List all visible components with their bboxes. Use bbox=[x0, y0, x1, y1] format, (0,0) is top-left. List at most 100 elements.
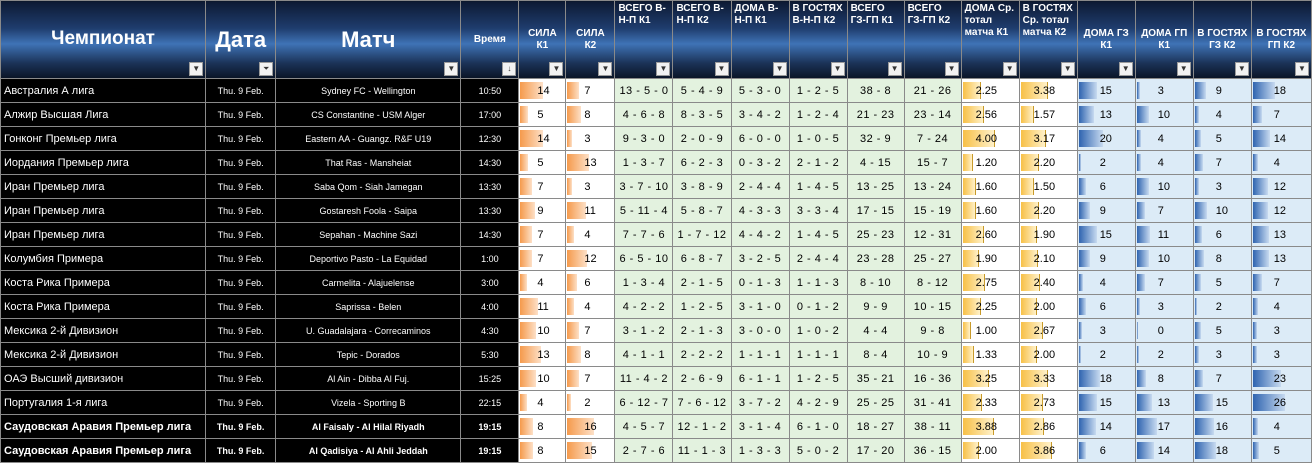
home-avg-total-k1-cell[interactable]: 1.00 bbox=[960, 318, 1020, 343]
header-away-vnp-k2[interactable]: В ГОСТЯХ В-Н-П К2 ▼ bbox=[788, 0, 848, 79]
time-cell[interactable]: 15:25 bbox=[460, 366, 520, 391]
table-row[interactable]: Гонконг Премьер лига Thu. 9 Feb. Eastern A… bbox=[0, 126, 1312, 151]
home-gp-k1-cell[interactable]: 4 bbox=[1134, 126, 1194, 151]
home-gp-k1-cell[interactable]: 10 bbox=[1134, 102, 1194, 127]
header-away-gp-k2[interactable]: В ГОСТЯХ ГП К2 ▼ bbox=[1250, 0, 1312, 79]
sila-k2-cell[interactable]: 13 bbox=[565, 150, 616, 175]
away-gp-k2-cell[interactable]: 7 bbox=[1250, 102, 1312, 127]
away-gz-k2-cell[interactable]: 4 bbox=[1192, 102, 1252, 127]
sila-k1-cell[interactable]: 10 bbox=[518, 366, 567, 391]
home-avg-total-k1-cell[interactable]: 2.25 bbox=[960, 78, 1020, 103]
total-gzgp-k2-cell[interactable]: 10 - 9 bbox=[903, 342, 962, 367]
total-vnp-k1-cell[interactable]: 5 - 11 - 4 bbox=[614, 198, 674, 223]
date-cell[interactable]: Thu. 9 Feb. bbox=[205, 414, 277, 439]
header-total-vnp-k2[interactable]: ВСЕГО В-Н-П К2 ▼ bbox=[672, 0, 732, 79]
sila-k2-cell[interactable]: 12 bbox=[565, 246, 616, 271]
match-cell[interactable]: Al Qadisiya - Al Ahli Jeddah bbox=[275, 438, 462, 463]
sila-k1-cell[interactable]: 9 bbox=[518, 198, 567, 223]
away-avg-total-k2-cell[interactable]: 2.40 bbox=[1018, 270, 1078, 295]
away-avg-total-k2-cell[interactable]: 2.20 bbox=[1018, 150, 1078, 175]
match-cell[interactable]: That Ras - Mansheiat bbox=[275, 150, 462, 175]
date-cell[interactable]: Thu. 9 Feb. bbox=[205, 390, 277, 415]
home-avg-total-k1-cell[interactable]: 1.60 bbox=[960, 198, 1020, 223]
home-avg-total-k1-cell[interactable]: 2.25 bbox=[960, 294, 1020, 319]
date-cell[interactable]: Thu. 9 Feb. bbox=[205, 318, 277, 343]
dropdown-arrow-icon[interactable]: ▼ bbox=[1118, 62, 1133, 76]
table-row[interactable]: ОАЭ Высший дивизион Thu. 9 Feb. Al Ain - D… bbox=[0, 366, 1312, 391]
home-vnp-k1-cell[interactable]: 1 - 1 - 1 bbox=[730, 342, 790, 367]
championship-cell[interactable]: Португалия 1-я лига bbox=[0, 390, 207, 415]
total-gzgp-k1-cell[interactable]: 25 - 25 bbox=[846, 390, 905, 415]
away-gp-k2-cell[interactable]: 3 bbox=[1250, 342, 1312, 367]
home-gp-k1-cell[interactable]: 11 bbox=[1134, 222, 1194, 247]
home-gp-k1-cell[interactable]: 10 bbox=[1134, 246, 1194, 271]
sila-k2-cell[interactable]: 6 bbox=[565, 270, 616, 295]
home-vnp-k1-cell[interactable]: 0 - 1 - 3 bbox=[730, 270, 790, 295]
total-gzgp-k2-cell[interactable]: 36 - 15 bbox=[903, 438, 962, 463]
date-cell[interactable]: Thu. 9 Feb. bbox=[205, 102, 277, 127]
home-vnp-k1-cell[interactable]: 3 - 1 - 0 bbox=[730, 294, 790, 319]
championship-cell[interactable]: Саудовская Аравия Премьер лига bbox=[0, 414, 207, 439]
home-vnp-k1-cell[interactable]: 0 - 3 - 2 bbox=[730, 150, 790, 175]
home-avg-total-k1-cell[interactable]: 3.88 bbox=[960, 414, 1020, 439]
sila-k1-cell[interactable]: 13 bbox=[518, 342, 567, 367]
dropdown-arrow-icon[interactable]: ▼ bbox=[830, 62, 845, 76]
header-home-gz-k1[interactable]: ДОМА ГЗ К1 ▼ bbox=[1076, 0, 1136, 79]
home-gz-k1-cell[interactable]: 14 bbox=[1076, 414, 1136, 439]
total-vnp-k2-cell[interactable]: 7 - 6 - 12 bbox=[672, 390, 732, 415]
time-cell[interactable]: 5:30 bbox=[460, 342, 520, 367]
championship-cell[interactable]: Иордания Премьер лига bbox=[0, 150, 207, 175]
total-gzgp-k1-cell[interactable]: 4 - 4 bbox=[846, 318, 905, 343]
away-gp-k2-cell[interactable]: 26 bbox=[1250, 390, 1312, 415]
away-avg-total-k2-cell[interactable]: 1.57 bbox=[1018, 102, 1078, 127]
home-avg-total-k1-cell[interactable]: 4.00 bbox=[960, 126, 1020, 151]
match-cell[interactable]: Eastern AA - Guangz. R&F U19 bbox=[275, 126, 462, 151]
dropdown-arrow-icon[interactable]: ▼ bbox=[714, 62, 729, 76]
home-vnp-k1-cell[interactable]: 6 - 0 - 0 bbox=[730, 126, 790, 151]
total-vnp-k2-cell[interactable]: 5 - 4 - 9 bbox=[672, 78, 732, 103]
away-gz-k2-cell[interactable]: 18 bbox=[1192, 438, 1252, 463]
dropdown-arrow-icon[interactable]: ▼ bbox=[887, 62, 902, 76]
sila-k1-cell[interactable]: 5 bbox=[518, 150, 567, 175]
championship-cell[interactable]: Коста Рика Примера bbox=[0, 270, 207, 295]
home-gz-k1-cell[interactable]: 3 bbox=[1076, 318, 1136, 343]
total-vnp-k1-cell[interactable]: 13 - 5 - 0 bbox=[614, 78, 674, 103]
table-row[interactable]: Алжир Высшая Лига Thu. 9 Feb. CS Constanti… bbox=[0, 102, 1312, 127]
away-gz-k2-cell[interactable]: 10 bbox=[1192, 198, 1252, 223]
match-cell[interactable]: Sydney FC - Wellington bbox=[275, 78, 462, 103]
sila-k1-cell[interactable]: 7 bbox=[518, 174, 567, 199]
sila-k2-cell[interactable]: 4 bbox=[565, 294, 616, 319]
home-gz-k1-cell[interactable]: 13 bbox=[1076, 102, 1136, 127]
time-cell[interactable]: 13:30 bbox=[460, 198, 520, 223]
total-vnp-k1-cell[interactable]: 7 - 7 - 6 bbox=[614, 222, 674, 247]
total-vnp-k1-cell[interactable]: 1 - 3 - 7 bbox=[614, 150, 674, 175]
header-total-vnp-k1[interactable]: ВСЕГО В-Н-П К1 ▼ bbox=[614, 0, 674, 79]
championship-cell[interactable]: Гонконг Премьер лига bbox=[0, 126, 207, 151]
away-gp-k2-cell[interactable]: 12 bbox=[1250, 198, 1312, 223]
sila-k2-cell[interactable]: 8 bbox=[565, 102, 616, 127]
header-home-gp-k1[interactable]: ДОМА ГП К1 ▼ bbox=[1134, 0, 1194, 79]
header-date[interactable]: Дата ⏷ bbox=[205, 0, 277, 79]
total-gzgp-k1-cell[interactable]: 32 - 9 bbox=[846, 126, 905, 151]
total-vnp-k2-cell[interactable]: 3 - 8 - 9 bbox=[672, 174, 732, 199]
sila-k1-cell[interactable]: 10 bbox=[518, 318, 567, 343]
home-avg-total-k1-cell[interactable]: 2.75 bbox=[960, 270, 1020, 295]
match-cell[interactable]: CS Constantine - USM Alger bbox=[275, 102, 462, 127]
total-vnp-k2-cell[interactable]: 2 - 1 - 3 bbox=[672, 318, 732, 343]
total-vnp-k2-cell[interactable]: 2 - 0 - 9 bbox=[672, 126, 732, 151]
home-vnp-k1-cell[interactable]: 4 - 3 - 3 bbox=[730, 198, 790, 223]
championship-cell[interactable]: Австралия А лига bbox=[0, 78, 207, 103]
total-gzgp-k1-cell[interactable]: 38 - 8 bbox=[846, 78, 905, 103]
match-cell[interactable]: Tepic - Dorados bbox=[275, 342, 462, 367]
home-gp-k1-cell[interactable]: 13 bbox=[1134, 390, 1194, 415]
total-vnp-k2-cell[interactable]: 6 - 2 - 3 bbox=[672, 150, 732, 175]
dropdown-arrow-icon[interactable]: ▼ bbox=[772, 62, 787, 76]
sort-ascending-icon[interactable]: ↓ bbox=[502, 62, 517, 76]
total-gzgp-k1-cell[interactable]: 35 - 21 bbox=[846, 366, 905, 391]
home-avg-total-k1-cell[interactable]: 1.60 bbox=[960, 174, 1020, 199]
home-vnp-k1-cell[interactable]: 1 - 3 - 3 bbox=[730, 438, 790, 463]
total-gzgp-k1-cell[interactable]: 17 - 15 bbox=[846, 198, 905, 223]
away-vnp-k2-cell[interactable]: 1 - 2 - 4 bbox=[788, 102, 848, 127]
sila-k1-cell[interactable]: 7 bbox=[518, 222, 567, 247]
table-row[interactable]: Иордания Премьер лига Thu. 9 Feb. That Ras… bbox=[0, 150, 1312, 175]
